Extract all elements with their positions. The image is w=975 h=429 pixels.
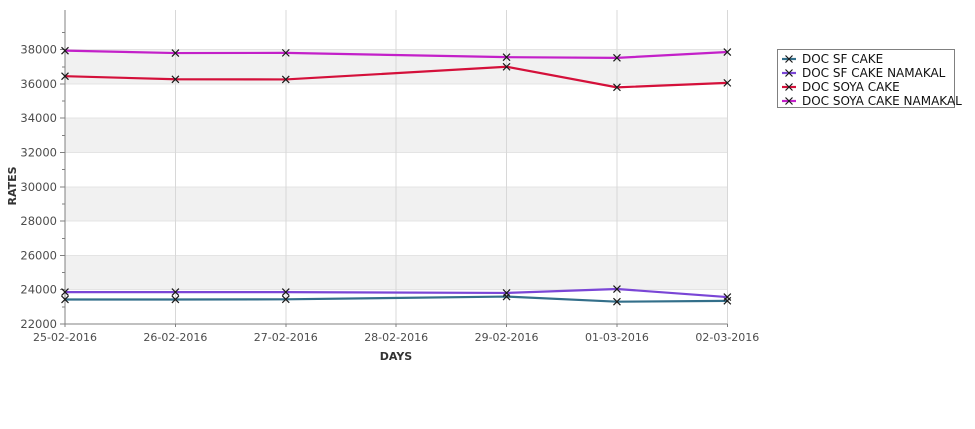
x-tick-label: 29-02-2016 — [475, 331, 539, 344]
x-tick-label: 28-02-2016 — [364, 331, 428, 344]
legend-item-label: DOC SOYA CAKE — [802, 80, 900, 94]
legend-line-marker-icon — [782, 55, 796, 63]
x-tick-label: 01-03-2016 — [585, 331, 649, 344]
line-chart: 22000 24000 26000 28000 30000 32000 34000 36000… — [6, 10, 759, 363]
x-tick-label: 02-03-2016 — [695, 331, 759, 344]
data-point-marker — [502, 62, 511, 71]
data-point-marker — [61, 72, 69, 81]
y-tick-label: 22000 — [20, 317, 57, 331]
data-point-marker — [61, 295, 69, 304]
data-point-marker — [171, 75, 180, 84]
y-tick-label: 32000 — [20, 146, 57, 160]
data-point-marker — [502, 292, 511, 301]
x-tick-label: 25-02-2016 — [33, 331, 97, 344]
chart-legend: DOC SF CAKE DOC SF CAKE NAMAKAL DOC SOYA C… — [777, 49, 962, 108]
legend-item: DOC SF CAKE NAMAKAL — [782, 66, 954, 80]
data-point-marker — [723, 293, 732, 302]
data-point-marker — [613, 297, 621, 306]
y-axis-title: RATES — [6, 166, 19, 205]
y-tick-label: 36000 — [20, 77, 57, 91]
x-tick-label: 27-02-2016 — [254, 331, 318, 344]
data-point-marker — [723, 78, 732, 87]
y-tick-label: 30000 — [20, 180, 57, 194]
y-tick-label: 28000 — [20, 214, 57, 228]
y-tick-label: 24000 — [20, 283, 57, 297]
series-line-doc-soya-cake — [64, 65, 728, 89]
series-line-doc-sf-cake-namakal — [65, 287, 728, 299]
data-point-marker — [281, 288, 290, 297]
data-point-marker — [281, 75, 290, 84]
legend-item: DOC SOYA CAKE NAMAKAL — [782, 94, 962, 108]
data-point-marker — [723, 48, 732, 56]
x-axis-title: DAYS — [380, 350, 413, 363]
data-point-marker — [171, 288, 180, 297]
plot-area: 22000 24000 26000 28000 30000 32000 34000 36000… — [20, 10, 759, 344]
data-point-marker — [723, 296, 732, 305]
legend-item: DOC SOYA CAKE — [782, 80, 954, 94]
data-point-marker — [281, 48, 290, 57]
series-line-doc-sf-cake — [65, 295, 728, 303]
legend-item: DOC SF CAKE — [782, 52, 954, 66]
legend-line-marker-icon — [782, 97, 796, 105]
data-point-marker — [171, 295, 180, 304]
legend-item-label: DOC SF CAKE NAMAKAL — [802, 66, 946, 80]
legend-item-label: DOC SOYA CAKE NAMAKAL — [802, 94, 962, 108]
data-point-marker — [61, 46, 69, 55]
data-point-marker — [281, 295, 290, 304]
legend-line-marker-icon — [782, 69, 796, 77]
legend-line-marker-icon — [782, 83, 796, 91]
data-point-marker — [613, 83, 621, 92]
data-point-marker — [502, 289, 511, 297]
series-line-doc-soya-cake-namakal — [64, 49, 728, 59]
data-point-marker — [61, 288, 69, 297]
data-point-marker — [171, 49, 180, 57]
y-tick-label: 38000 — [20, 43, 57, 57]
data-point-marker — [613, 53, 621, 62]
data-point-marker — [613, 285, 621, 293]
legend-item-label: DOC SF CAKE — [802, 52, 884, 66]
y-tick-label: 26000 — [20, 248, 57, 262]
data-point-marker — [502, 53, 511, 62]
y-tick-label: 34000 — [20, 111, 57, 125]
x-tick-label: 26-02-2016 — [143, 331, 207, 344]
